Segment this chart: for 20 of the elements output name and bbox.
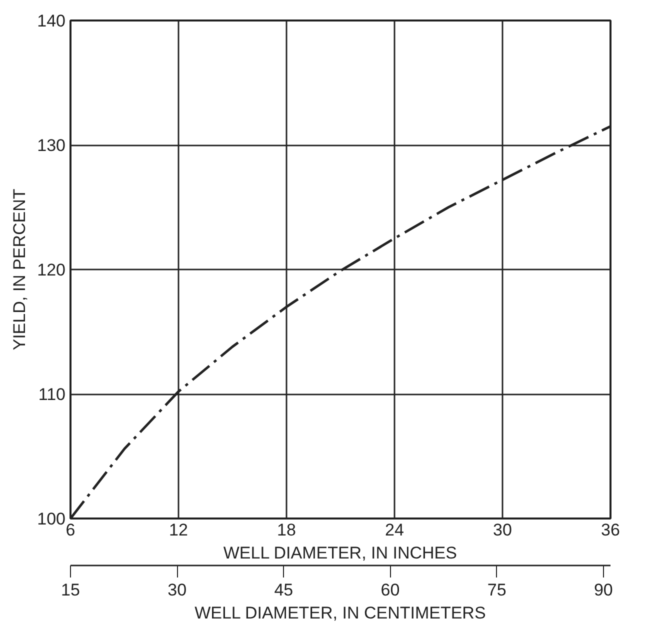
x2-tick-label: 75	[487, 580, 506, 600]
y-tick-label: 120	[37, 260, 66, 280]
x-tick-label: 12	[169, 520, 188, 540]
x2-tick-label: 90	[594, 580, 613, 600]
x2-tick-label: 45	[274, 580, 294, 600]
y-tick-label: 140	[37, 12, 66, 30]
y-tick-label: 100	[37, 510, 66, 528]
x2-tick-label: 30	[168, 580, 187, 600]
x2-axis-title: WELL DIAMETER, IN CENTIMETERS	[194, 604, 486, 622]
x-axis-title: WELL DIAMETER, IN INCHES	[223, 544, 458, 562]
x-tick-label: 24	[385, 520, 404, 540]
x-tick-label: 30	[493, 520, 512, 540]
y-tick-label: 110	[38, 385, 66, 404]
x-tick-label: 18	[277, 520, 296, 540]
y-tick-label: 130	[37, 136, 66, 155]
x-tick-label: 6	[66, 520, 76, 540]
x-tick-label: 36	[601, 520, 620, 540]
y-axis-title: YIELD, IN PERCENT	[10, 188, 30, 350]
x2-tick-label: 15	[61, 580, 80, 600]
x2-tick-label: 60	[380, 580, 400, 600]
